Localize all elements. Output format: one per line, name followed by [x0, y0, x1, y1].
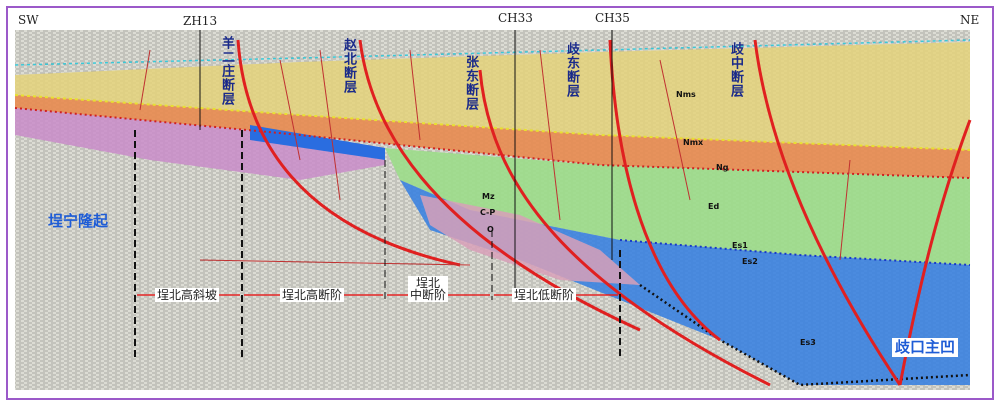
zone-label: 埕北 中断阶	[408, 276, 449, 302]
layer-blue-thin	[250, 125, 385, 160]
well-label: ZH13	[183, 14, 218, 28]
layer-label: Mz	[482, 192, 495, 201]
fault-label: 赵北断层	[341, 38, 356, 94]
direction-label: SW	[18, 13, 39, 27]
zone-text: 埕北低断阶	[514, 288, 575, 302]
layer-label: Nms	[676, 90, 696, 99]
layer-label: Es2	[742, 257, 758, 266]
zone-label: 埕北高断阶	[280, 288, 345, 302]
fault-line	[539, 49, 561, 221]
region-label: 埕宁隆起	[48, 212, 109, 230]
layer-pretertiary	[420, 195, 640, 285]
fault-label: 歧东断层	[564, 42, 579, 98]
zone-label: 埕北高斜坡	[155, 288, 220, 302]
fault-label: 羊二庄断层	[219, 36, 234, 106]
zone-text: 中断阶	[410, 288, 447, 302]
zone-text: 埕北	[416, 276, 441, 290]
zone-label: 埕北低断阶	[512, 288, 577, 302]
zone-text: 埕北高斜坡	[157, 288, 218, 302]
fault-line	[236, 39, 461, 267]
layer-label: Ng	[716, 163, 729, 172]
well-label: CH33	[498, 11, 533, 25]
horizon	[14, 39, 971, 66]
fault-line	[409, 49, 421, 141]
layer-label: Es3	[800, 338, 816, 347]
fault-label: 张东断层	[463, 55, 478, 111]
layer-label: C-P	[480, 208, 496, 217]
horizon	[619, 239, 971, 266]
zone-boundaries	[134, 130, 621, 360]
fault-line	[839, 159, 851, 261]
fault-line	[659, 59, 691, 201]
layer-label: Ed	[708, 202, 720, 211]
fault-line	[608, 39, 721, 342]
fault-label: 歧中断层	[728, 42, 743, 98]
fault-line	[319, 49, 341, 201]
zone-text: 埕北高断阶	[282, 288, 343, 302]
direction-label: NE	[960, 13, 980, 27]
layer-label: O	[487, 225, 494, 234]
fault-line	[199, 259, 471, 266]
layer-label: Es1	[732, 241, 748, 250]
fault-line	[139, 49, 151, 111]
fault-line	[753, 39, 902, 386]
layer-ed	[385, 148, 970, 265]
region-label: 歧口主凹	[892, 338, 959, 357]
minor-faults	[139, 49, 851, 266]
fault-line	[279, 59, 301, 161]
well-label: CH35	[595, 11, 630, 25]
layer-nm	[15, 42, 970, 150]
fault-line	[478, 69, 771, 387]
layer-left-purple	[15, 108, 385, 180]
layer-label: Nmx	[683, 138, 704, 147]
wells	[199, 30, 613, 290]
